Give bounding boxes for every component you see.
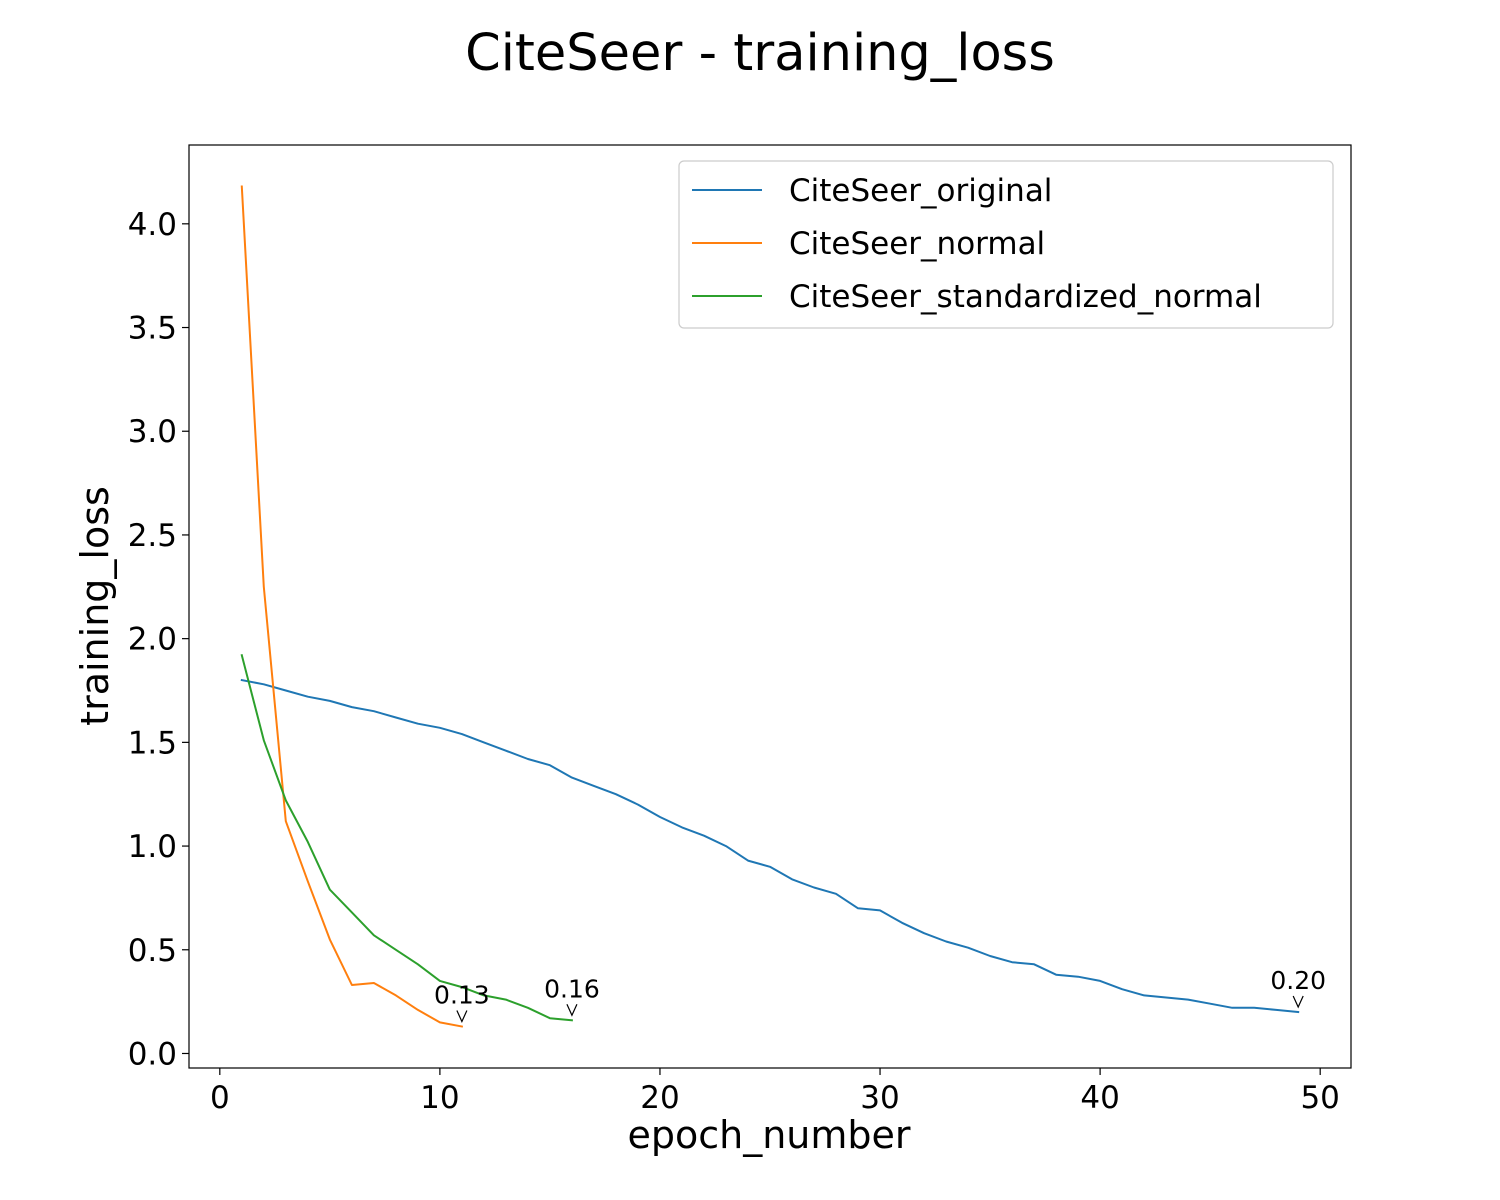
y-tick-label: 1.5: [128, 725, 177, 761]
chart-title: CiteSeer - training_loss: [465, 24, 1055, 83]
annotation-arrow: [456, 1010, 468, 1023]
x-tick-label: 30: [860, 1080, 899, 1116]
legend[interactable]: CiteSeer_original CiteSeer_normal CiteSeer…: [678, 160, 1334, 329]
y-tick-label: 2.0: [128, 622, 177, 658]
y-tick-label: 0.0: [128, 1036, 177, 1072]
y-tick-label: 2.5: [128, 518, 177, 554]
legend-label-citeseer-standardized-normal: CiteSeer_standardized_normal: [789, 279, 1262, 315]
plot-area: 0 10 20 30 40 50 0.00.51.01.52.02.53.03.54.0 …: [128, 144, 1352, 1116]
x-tick-label: 50: [1300, 1080, 1339, 1116]
annotation-label: 0.20: [1270, 966, 1326, 995]
y-tick-label: 1.0: [128, 829, 177, 865]
y-tick-label: 3.5: [128, 311, 177, 347]
x-tick-label: 0: [210, 1080, 230, 1116]
annotation-arrow: [566, 1004, 578, 1017]
legend-box: [678, 160, 1334, 329]
series-line-citeseer-standardized-normal: [240, 653, 573, 1022]
x-tick-label: 10: [420, 1080, 459, 1116]
annotations: 0.13 0.16 0.20: [434, 966, 1326, 1023]
axes-frame: [188, 144, 1352, 1069]
legend-label-citeseer-normal: CiteSeer_normal: [789, 226, 1045, 262]
x-tick-label: 40: [1080, 1080, 1119, 1116]
x-axis-label: epoch_number: [627, 1113, 910, 1157]
series-lines: [240, 185, 1300, 1028]
y-tick-label: 3.0: [128, 414, 177, 450]
y-tick-label: 0.5: [128, 933, 177, 969]
y-axis: 0.0 0.5 1.0 1.5 2.0 2.5 3.0 3.5 4.0: [128, 207, 189, 1072]
annotation-label: 0.13: [434, 981, 490, 1010]
legend-label-citeseer-original: CiteSeer_original: [789, 173, 1052, 209]
y-tick-label: 4.0: [128, 207, 177, 243]
x-axis: 0 10 20 30 40 50: [210, 1068, 1340, 1116]
annotation-label: 0.16: [544, 974, 600, 1003]
x-tick-label: 20: [640, 1080, 679, 1116]
series-line-citeseer-original: [240, 678, 1300, 1014]
series-line-citeseer-normal: [240, 185, 464, 1028]
annotation-arrow: [1292, 995, 1304, 1009]
y-axis-label: training_loss: [73, 486, 117, 726]
